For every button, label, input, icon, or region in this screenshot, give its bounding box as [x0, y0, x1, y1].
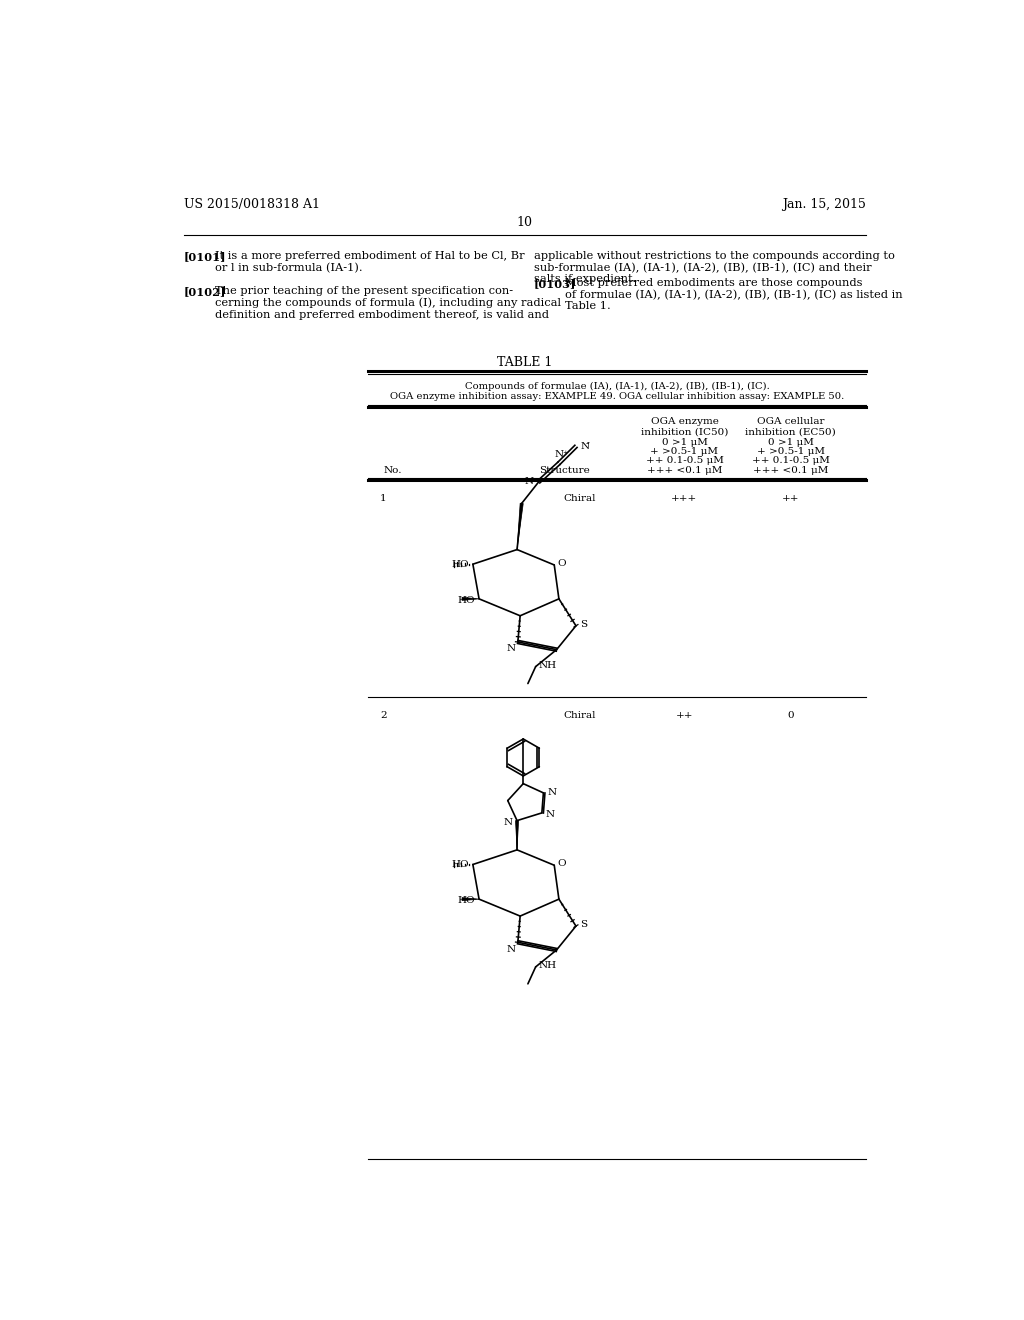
Polygon shape — [462, 598, 479, 601]
Text: N: N — [581, 442, 590, 451]
Polygon shape — [515, 821, 518, 850]
Text: The prior teaching of the present specification con-
cerning the compounds of fo: The prior teaching of the present specif… — [215, 286, 561, 319]
Text: Structure: Structure — [539, 466, 590, 475]
Text: inhibition (IC50): inhibition (IC50) — [641, 428, 728, 436]
Text: 10: 10 — [517, 216, 532, 230]
Text: ++ 0.1-0.5 μM: ++ 0.1-0.5 μM — [645, 457, 723, 466]
Text: 0: 0 — [787, 711, 794, 721]
Text: N: N — [525, 478, 535, 486]
Text: 2: 2 — [380, 711, 386, 721]
Text: O: O — [557, 558, 566, 568]
Text: inhibition (EC50): inhibition (EC50) — [745, 428, 836, 436]
Text: Most preferred embodiments are those compounds
of formulae (IA), (IA-1), (IA-2),: Most preferred embodiments are those com… — [565, 277, 903, 312]
Text: S: S — [580, 620, 587, 628]
Text: 0 >1 μM: 0 >1 μM — [662, 438, 708, 447]
Polygon shape — [462, 898, 479, 900]
Text: N: N — [507, 644, 515, 653]
Polygon shape — [517, 503, 523, 549]
Text: TABLE 1: TABLE 1 — [497, 355, 553, 368]
Text: US 2015/0018318 A1: US 2015/0018318 A1 — [183, 198, 319, 211]
Text: It is a more preferred embodiment of Hal to be Cl, Br
or l in sub-formula (IA-1): It is a more preferred embodiment of Hal… — [215, 251, 524, 273]
Text: +++ <0.1 μM: +++ <0.1 μM — [647, 466, 722, 475]
Text: N: N — [554, 450, 563, 459]
Text: +++ <0.1 μM: +++ <0.1 μM — [753, 466, 828, 475]
Text: Chiral: Chiral — [563, 711, 596, 721]
Text: O: O — [557, 859, 566, 869]
Text: OGA enzyme inhibition assay: EXAMPLE 49. OGA cellular inhibition assay: EXAMPLE : OGA enzyme inhibition assay: EXAMPLE 49.… — [390, 392, 844, 401]
Text: NH: NH — [539, 961, 557, 970]
Text: Compounds of formulae (IA), (IA-1), (IA-2), (IB), (IB-1), (IC).: Compounds of formulae (IA), (IA-1), (IA-… — [465, 381, 769, 391]
Text: ++ 0.1-0.5 μM: ++ 0.1-0.5 μM — [752, 457, 829, 466]
Text: + >0.5-1 μM: + >0.5-1 μM — [650, 447, 719, 457]
Text: [0103]: [0103] — [535, 277, 577, 289]
Text: +++: +++ — [672, 494, 697, 503]
Text: NH: NH — [539, 660, 557, 669]
Text: ++: ++ — [782, 494, 800, 503]
Text: 0 >1 μM: 0 >1 μM — [768, 438, 813, 447]
Text: N: N — [503, 817, 512, 826]
Text: ++: ++ — [676, 711, 693, 721]
Text: 1: 1 — [380, 494, 386, 503]
Text: OGA cellular: OGA cellular — [757, 417, 824, 426]
Text: N: N — [546, 810, 555, 818]
Text: OGA enzyme: OGA enzyme — [650, 417, 719, 426]
Text: HO: HO — [452, 560, 469, 569]
Text: [0102]: [0102] — [183, 286, 226, 297]
Text: Chiral: Chiral — [563, 494, 596, 503]
Text: No.: No. — [384, 466, 402, 475]
Text: applicable without restrictions to the compounds according to
sub-formulae (IA),: applicable without restrictions to the c… — [535, 251, 895, 284]
Text: -: - — [586, 438, 590, 447]
Text: [0101]: [0101] — [183, 251, 226, 261]
Text: S: S — [580, 920, 587, 929]
Text: N: N — [507, 945, 515, 953]
Text: HO: HO — [458, 595, 475, 605]
Text: HO: HO — [458, 896, 475, 906]
Text: N: N — [547, 788, 556, 797]
Text: + >0.5-1 μM: + >0.5-1 μM — [757, 447, 824, 457]
Text: Jan. 15, 2015: Jan. 15, 2015 — [782, 198, 866, 211]
Text: HO: HO — [452, 861, 469, 869]
Text: +: + — [563, 449, 568, 457]
